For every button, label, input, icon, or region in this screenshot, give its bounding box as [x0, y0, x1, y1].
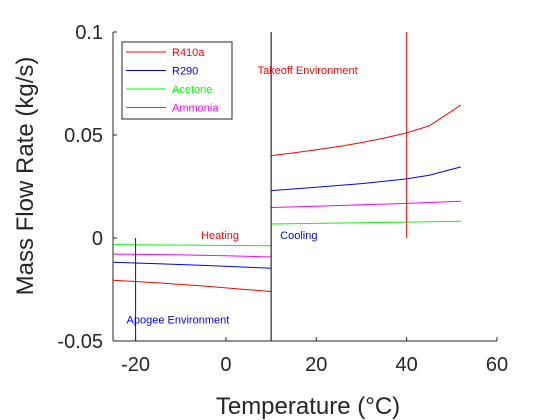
- axes: -20 0 20 40 60 -0.05 0 0.05 0.1: [57, 22, 508, 376]
- series-line-r290-1: [112, 261, 272, 269]
- series-line-r410a-2: [271, 104, 462, 157]
- x-tick-label: 0: [220, 354, 231, 376]
- series-line-ammonia-1: [112, 253, 272, 258]
- x-tick-label: -20: [121, 354, 150, 376]
- annotation-cooling: Cooling: [280, 230, 317, 242]
- x-axis-label: Temperature (°C): [216, 393, 400, 420]
- annotations: Takeoff Environment Heating Cooling Apogee …: [127, 65, 358, 326]
- y-tick-label: 0.1: [75, 22, 103, 44]
- series-line-acetone-1: [112, 244, 272, 247]
- series-line-r290-2: [271, 166, 462, 192]
- legend-label-ammonia: Ammonia: [172, 103, 219, 115]
- annotation-heating: Heating: [201, 230, 239, 242]
- series-line-r410a-1: [112, 279, 272, 293]
- annotation-takeoff-environment: Takeoff Environment: [258, 65, 358, 77]
- series-line-acetone-2: [271, 220, 461, 225]
- y-tick-label: 0.05: [64, 125, 103, 147]
- y-axis-label: Mass Flow Rate (kg/s): [12, 57, 39, 296]
- legend-label-r410a: R410a: [172, 47, 205, 59]
- x-tick-label: 40: [396, 354, 418, 376]
- legend-label-r290: R290: [172, 66, 198, 78]
- legend: R410a R290 Acetone Ammonia: [121, 41, 233, 120]
- annotation-apogee-environment: Apogee Environment: [127, 314, 230, 326]
- y-tick-label: -0.05: [57, 331, 103, 353]
- series-layer: [112, 104, 462, 293]
- legend-box: [121, 41, 233, 120]
- y-tick-label: 0: [92, 228, 103, 250]
- x-tick-label: 20: [305, 354, 327, 376]
- reference-lines: [135, 32, 408, 341]
- series-line-ammonia-2: [271, 200, 461, 208]
- legend-label-acetone: Acetone: [172, 84, 212, 96]
- x-tick-label: 60: [486, 354, 508, 376]
